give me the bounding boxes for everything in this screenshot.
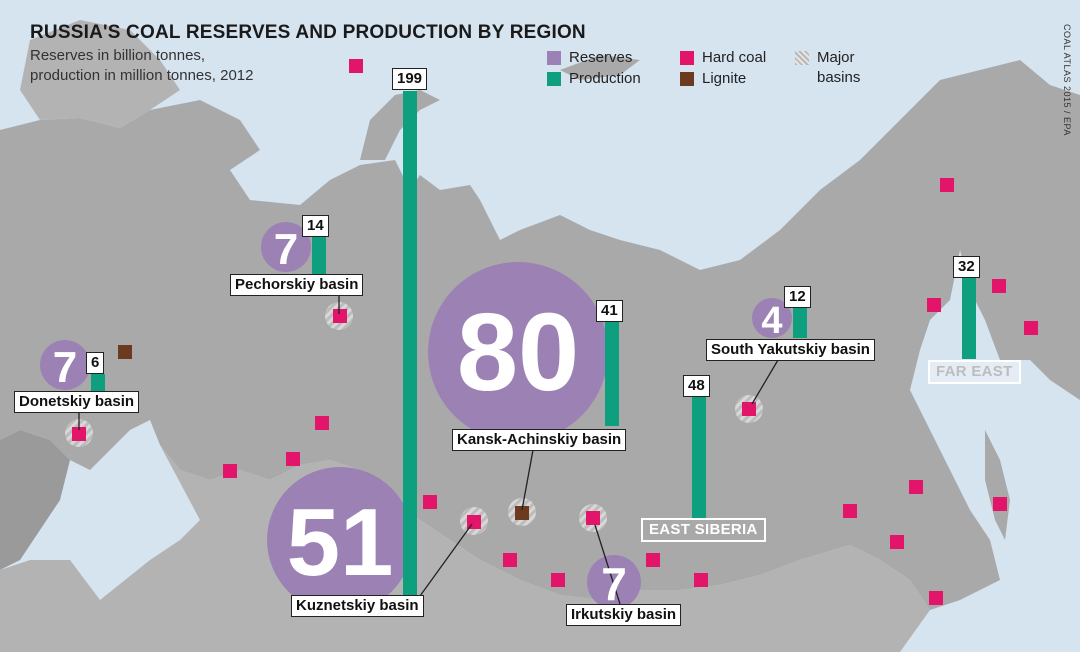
production-value-donetskiy: 6	[86, 352, 105, 374]
basin-swatch	[795, 51, 809, 65]
reserves-value-yakutskiy: 4	[761, 300, 782, 342]
production-bar-east-siberia	[692, 396, 706, 518]
hard-coal-marker	[890, 535, 904, 549]
hard-coal-marker	[467, 515, 481, 529]
reserves-value-pechorskiy: 7	[274, 225, 298, 274]
hard-coal-marker	[423, 495, 437, 509]
subtitle-line-1: Reserves in billion tonnes,	[30, 47, 206, 64]
production-value-kansk: 41	[596, 300, 623, 322]
reserves-value-kansk: 80	[457, 291, 579, 414]
lignite-swatch	[680, 72, 694, 86]
production-bar-kuznetskiy	[403, 91, 417, 595]
reserves-circles	[40, 222, 792, 613]
hard-coal-marker	[742, 402, 756, 416]
hard-coal-marker	[694, 573, 708, 587]
production-bars	[91, 91, 976, 595]
hard-coal-marker	[586, 511, 600, 525]
hard-coal-marker	[315, 416, 329, 430]
lignite-markers	[118, 345, 529, 520]
hard-coal-marker	[993, 497, 1007, 511]
legend-reserves-label: Reserves	[569, 49, 633, 66]
legend-major-basins-line-2: basins	[817, 69, 861, 86]
hard-coal-marker	[72, 427, 86, 441]
page-title: RUSSIA'S COAL RESERVES AND PRODUCTION BY…	[30, 22, 586, 43]
region-label-east-siberia: EAST SIBERIA	[641, 518, 766, 542]
legend-reserves: Reserves	[547, 48, 632, 68]
hard-coal-markers	[72, 59, 1038, 605]
leader-lines	[78, 296, 779, 605]
reserves-circle-yakutskiy	[752, 298, 792, 338]
reserve-numbers: 7 7 51 80 7 4	[53, 225, 783, 610]
reserves-circle-kuznetskiy	[267, 467, 413, 613]
reserves-circle-pechorskiy	[261, 222, 311, 272]
reserves-value-donetskiy: 7	[53, 343, 77, 392]
hard-coal-marker	[349, 59, 363, 73]
hard-coal-marker	[503, 553, 517, 567]
production-value-far-east: 32	[953, 256, 980, 278]
hard-coal-marker	[223, 464, 237, 478]
island-arctic	[560, 55, 640, 80]
basin-label-donetskiy: Donetskiy basin	[14, 391, 140, 413]
basin-label-kansk: Kansk-Achinskiy basin	[452, 429, 627, 451]
reserves-circle-donetskiy	[40, 340, 90, 390]
production-value-east-siberia: 48	[683, 375, 710, 397]
legend-major-basins-line-1: Major	[817, 49, 855, 66]
lignite-marker	[515, 506, 529, 520]
legend-major-basins: Major basins	[795, 48, 860, 88]
production-bar-far-east	[962, 277, 976, 359]
hard-coal-marker	[929, 591, 943, 605]
legend-lignite-label: Lignite	[702, 70, 747, 87]
reserves-circle-irkutskiy	[587, 555, 641, 609]
production-value-pechorskiy: 14	[302, 215, 329, 237]
hard-coal-marker	[940, 178, 954, 192]
production-bar-donetskiy	[91, 374, 105, 392]
hard-coal-marker	[843, 504, 857, 518]
legend-production: Production	[547, 69, 641, 89]
basin-label-kuznetskiy: Kuznetskiy basin	[291, 595, 424, 617]
hard-coal-marker	[1024, 321, 1038, 335]
subtitle-line-2: production in million tonnes, 2012	[30, 67, 254, 84]
reserves-circle-kansk	[428, 262, 608, 442]
island-novaya-zemlya	[360, 90, 440, 160]
region-label-far-east: FAR EAST	[928, 360, 1021, 384]
hard-coal-marker	[927, 298, 941, 312]
credit: COAL ATLAS 2015 / EPA	[1062, 24, 1072, 136]
subtitle: Reserves in billion tonnes, production i…	[30, 46, 330, 86]
hard-coal-marker	[551, 573, 565, 587]
land-mass-central-asia	[0, 445, 930, 652]
hard-coal-marker	[992, 279, 1006, 293]
production-value-yakutskiy: 12	[784, 286, 811, 308]
hard-coal-marker	[333, 309, 347, 323]
land-mass-south	[0, 430, 70, 570]
hard-coal-marker	[646, 553, 660, 567]
reserves-value-kuznetskiy: 51	[287, 489, 394, 596]
hard-coal-marker	[909, 480, 923, 494]
production-bar-yakutskiy	[793, 306, 807, 338]
island-sakhalin	[985, 430, 1010, 540]
production-swatch	[547, 72, 561, 86]
legend-hard-coal: Hard coal	[680, 48, 766, 68]
production-bar-kansk	[605, 320, 619, 426]
production-value-kuznetskiy: 199	[392, 68, 428, 90]
reserves-value-irkutskiy: 7	[601, 558, 627, 610]
lignite-marker	[118, 345, 132, 359]
legend-lignite: Lignite	[680, 69, 746, 89]
legend-major-basins-label: Major basins	[817, 48, 860, 88]
legend-hard-coal-label: Hard coal	[702, 49, 767, 66]
scandinavia	[20, 20, 180, 128]
production-bar-pechorskiy	[312, 236, 326, 274]
hard-coal-swatch	[680, 51, 694, 65]
basin-label-pechorskiy: Pechorskiy basin	[230, 274, 364, 296]
hard-coal-marker	[286, 452, 300, 466]
legend-production-label: Production	[569, 70, 641, 87]
reserves-swatch	[547, 51, 561, 65]
basin-label-yakutskiy: South Yakutskiy basin	[706, 339, 875, 361]
basin-label-irkutskiy: Irkutskiy basin	[566, 604, 682, 626]
